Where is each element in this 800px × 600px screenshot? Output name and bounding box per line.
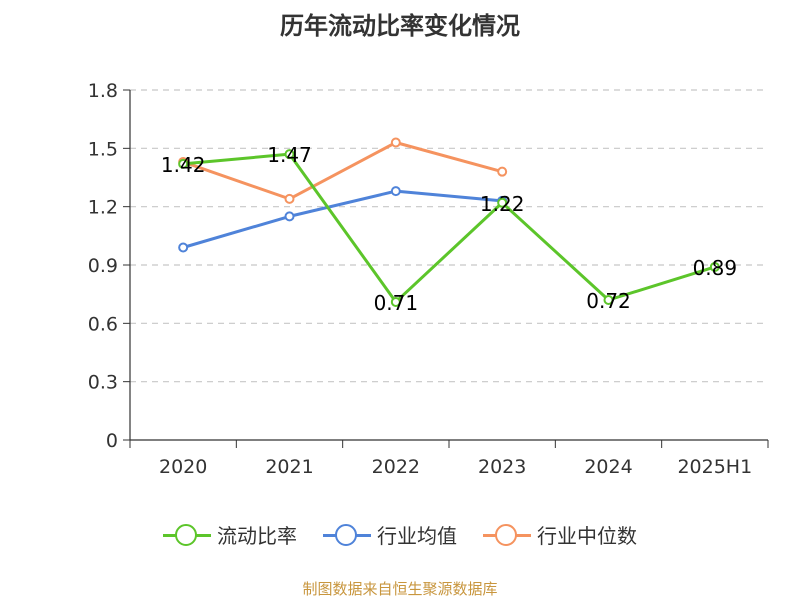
x-tick-label: 2023 <box>478 456 526 478</box>
data-point <box>390 137 401 148</box>
data-label: 0.89 <box>693 256 738 280</box>
data-point <box>284 193 295 204</box>
source-note: 制图数据来自恒生聚源数据库 <box>302 580 498 598</box>
legend-marker <box>483 523 531 547</box>
legend: 流动比率 行业均值 行业中位数 <box>0 520 800 549</box>
legend-marker <box>323 523 371 547</box>
grid-lines <box>130 89 768 383</box>
data-point <box>603 295 614 305</box>
legend-item[interactable]: 行业中位数 <box>483 520 637 549</box>
legend-label: 行业均值 <box>377 524 457 548</box>
series-lines <box>178 137 720 307</box>
series-line <box>182 189 503 249</box>
x-tick-label: 2025H1 <box>677 456 752 478</box>
x-tick-label: 2020 <box>159 456 207 478</box>
x-tick-label: 2021 <box>265 456 313 478</box>
data-label: 1.47 <box>267 143 312 167</box>
data-point <box>284 211 295 222</box>
y-tick-label: 1.5 <box>88 138 118 160</box>
x-tick-label: 2024 <box>584 456 632 478</box>
series-line <box>183 152 716 304</box>
data-labels: 1.42 1.47 0.71 1.22 0.72 0.89 <box>161 143 737 315</box>
y-tick-label: 0.9 <box>88 255 118 277</box>
data-point <box>709 261 720 272</box>
legend-label: 流动比率 <box>217 524 297 548</box>
y-tick-label: 1.8 <box>88 80 118 102</box>
data-label: 1.22 <box>480 192 525 216</box>
x-tick-label: 2022 <box>372 456 420 478</box>
legend-item[interactable]: 流动比率 <box>163 520 297 549</box>
data-point <box>497 166 508 177</box>
data-point <box>284 149 295 160</box>
axes: 0 0.3 0.6 0.9 1.2 1.5 1.8 2020 2021 2022 2023 2024 2… <box>88 80 769 478</box>
series-line <box>182 141 503 201</box>
data-point <box>497 197 508 208</box>
data-point <box>390 296 401 307</box>
data-label: 0.72 <box>586 289 631 313</box>
y-tick-label: 0 <box>106 430 118 452</box>
chart-title: 历年流动比率变化情况 <box>280 12 520 40</box>
data-label: 0.71 <box>374 291 419 315</box>
legend-marker <box>163 523 211 547</box>
legend-label: 行业中位数 <box>537 524 637 548</box>
data-point <box>178 158 189 169</box>
y-tick-label: 1.2 <box>88 197 118 219</box>
legend-item[interactable]: 行业均值 <box>323 520 457 549</box>
y-tick-label: 0.6 <box>88 313 118 335</box>
data-label: 1.42 <box>161 153 206 177</box>
y-tick-label: 0.3 <box>88 372 118 394</box>
data-point <box>178 242 189 253</box>
data-point <box>390 186 401 197</box>
